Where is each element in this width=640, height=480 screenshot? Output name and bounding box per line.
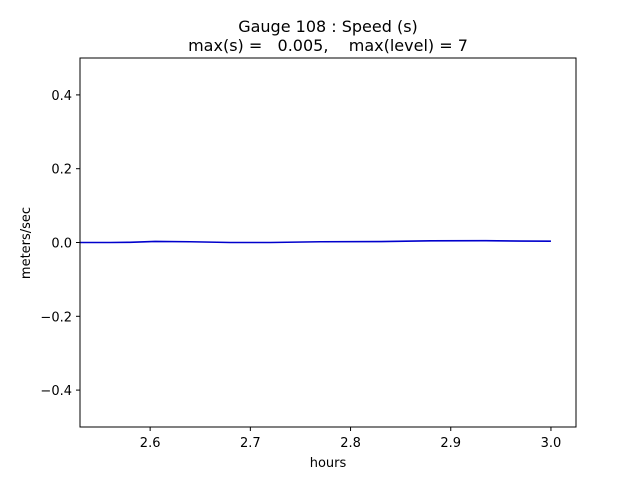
x-tick-label: 2.6 bbox=[140, 436, 161, 451]
y-axis-ticks: 0.4 0.2 0.0 −0.2 −0.4 bbox=[40, 89, 80, 399]
y-tick-label: −0.2 bbox=[40, 310, 72, 325]
x-tick-label: 3.0 bbox=[541, 436, 562, 451]
y-tick-label: 0.4 bbox=[51, 89, 72, 104]
plot-area bbox=[80, 239, 551, 244]
chart-title-line2: max(s) = 0.005, max(level) = 7 bbox=[188, 36, 468, 55]
x-tick-label: 2.9 bbox=[440, 436, 461, 451]
x-axis-label: hours bbox=[310, 456, 347, 471]
series-line-0 bbox=[80, 239, 551, 244]
plot-frame bbox=[79, 57, 577, 428]
x-axis-ticks: 2.6 2.7 2.8 2.9 3.0 bbox=[140, 427, 561, 451]
y-axis-label: meters/sec bbox=[19, 207, 34, 279]
chart-title-line1: Gauge 108 : Speed (s) bbox=[238, 17, 418, 36]
x-tick-label: 2.8 bbox=[340, 436, 361, 451]
x-tick-label: 2.7 bbox=[240, 436, 261, 451]
y-tick-label: −0.4 bbox=[40, 384, 72, 399]
y-tick-label: 0.0 bbox=[51, 237, 72, 252]
y-tick-label: 0.2 bbox=[51, 163, 72, 178]
